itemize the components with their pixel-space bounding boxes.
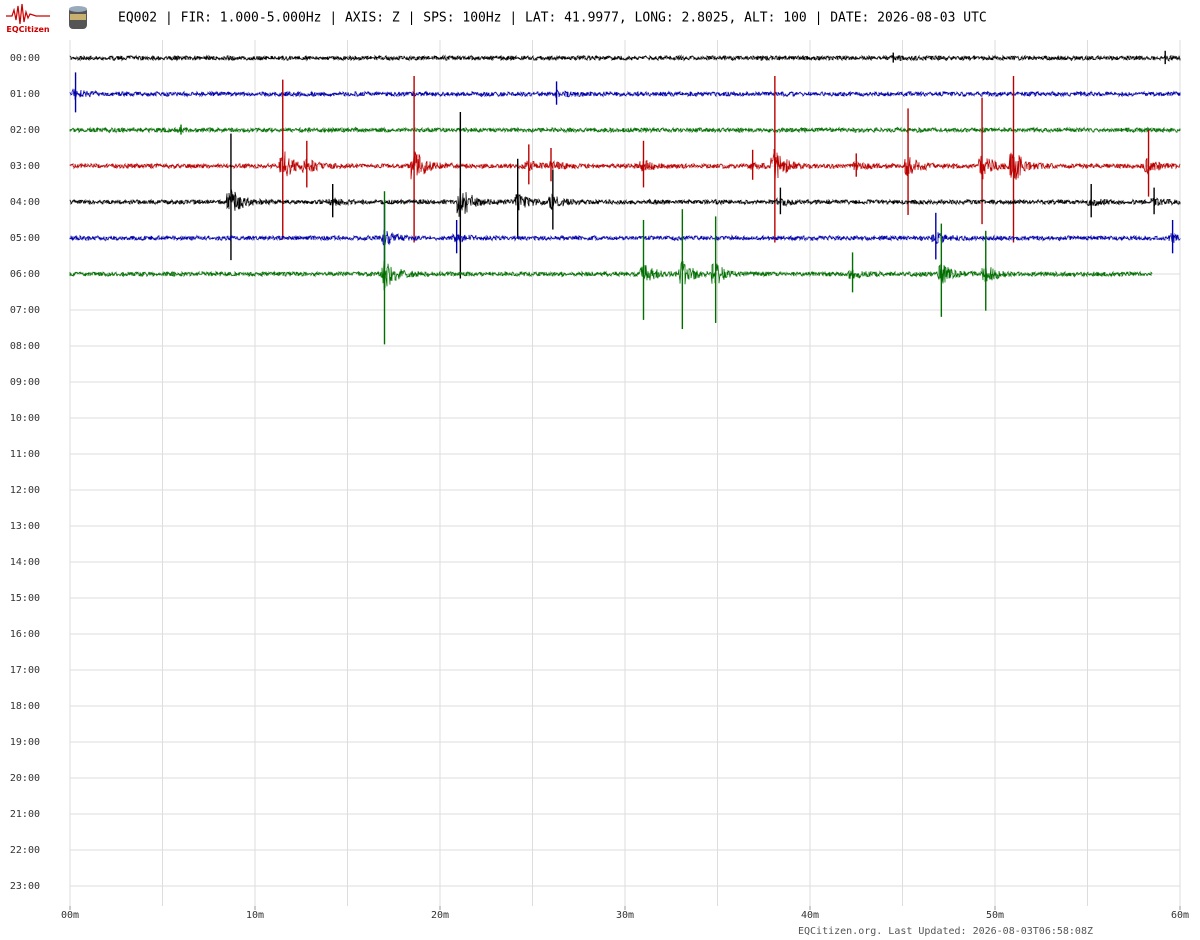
row-label: 15:00 bbox=[10, 593, 40, 604]
logo: EQCitizen bbox=[6, 3, 87, 34]
x-tick-label: 50m bbox=[986, 910, 1004, 921]
footer: EQCitizen.org. Last Updated: 2026-08-03T… bbox=[798, 926, 1093, 937]
row-label: 08:00 bbox=[10, 341, 40, 352]
trace-noise bbox=[69, 229, 1181, 247]
row-label: 05:00 bbox=[10, 233, 40, 244]
row-label: 17:00 bbox=[10, 665, 40, 676]
row-label: 01:00 bbox=[10, 89, 40, 100]
trace-noise bbox=[69, 88, 1181, 100]
row-label: 14:00 bbox=[10, 557, 40, 568]
trace-noise bbox=[69, 188, 1181, 217]
row-label: 20:00 bbox=[10, 773, 40, 784]
trace bbox=[69, 191, 1153, 345]
row-label: 13:00 bbox=[10, 521, 40, 532]
row-label: 02:00 bbox=[10, 125, 40, 136]
x-tick-label: 40m bbox=[801, 910, 819, 921]
row-label: 23:00 bbox=[10, 881, 40, 892]
row-label: 07:00 bbox=[10, 305, 40, 316]
row-label: 10:00 bbox=[10, 413, 40, 424]
row-label: 18:00 bbox=[10, 701, 40, 712]
row-label: 03:00 bbox=[10, 161, 40, 172]
trace bbox=[69, 124, 1181, 135]
trace bbox=[69, 50, 1181, 65]
row-label: 06:00 bbox=[10, 269, 40, 280]
trace-noise bbox=[69, 148, 1181, 184]
trace-noise bbox=[69, 126, 1181, 134]
trace bbox=[69, 72, 1181, 113]
trace-noise bbox=[69, 54, 1181, 62]
row-label: 09:00 bbox=[10, 377, 40, 388]
row-label: 04:00 bbox=[10, 197, 40, 208]
x-tick-label: 10m bbox=[246, 910, 264, 921]
x-tick-label: 30m bbox=[616, 910, 634, 921]
row-label: 11:00 bbox=[10, 449, 40, 460]
x-tick-label: 60m bbox=[1171, 910, 1189, 921]
row-label: 22:00 bbox=[10, 845, 40, 856]
trace bbox=[69, 112, 1181, 279]
trace-noise bbox=[69, 260, 1153, 291]
logo-text: EQCitizen bbox=[6, 25, 50, 34]
row-label: 16:00 bbox=[10, 629, 40, 640]
row-label: 19:00 bbox=[10, 737, 40, 748]
row-label: 00:00 bbox=[10, 53, 40, 64]
row-label: 21:00 bbox=[10, 809, 40, 820]
title: EQ002 | FIR: 1.000-5.000Hz | AXIS: Z | S… bbox=[118, 11, 987, 26]
x-tick-label: 20m bbox=[431, 910, 449, 921]
trace bbox=[69, 76, 1181, 243]
row-label: 12:00 bbox=[10, 485, 40, 496]
x-tick-label: 00m bbox=[61, 910, 79, 921]
